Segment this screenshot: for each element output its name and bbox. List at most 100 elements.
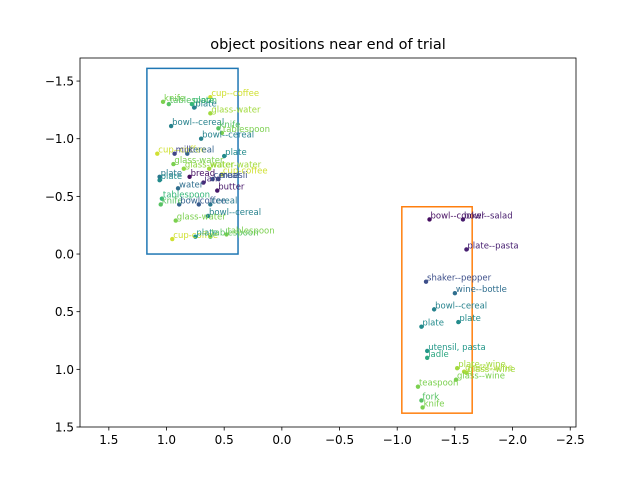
point-label: plate--pasta (467, 241, 518, 251)
data-point (224, 232, 229, 237)
data-point (219, 130, 225, 136)
data-point (201, 180, 206, 185)
data-point (166, 101, 172, 107)
point-label: knife (424, 399, 445, 409)
data-point (196, 202, 202, 207)
y-tick-label: −1.5 (45, 75, 74, 89)
x-tick-label: 1.0 (157, 433, 176, 447)
point-label: glass-water (174, 156, 224, 166)
data-point (208, 234, 213, 239)
data-point (185, 151, 190, 156)
data-point (206, 166, 212, 171)
point-label: cereal (214, 171, 240, 181)
point-label: bowl (180, 196, 200, 206)
data-point (216, 126, 221, 131)
data-points (155, 95, 469, 410)
point-label: plate (195, 100, 217, 110)
point-label: cup-coffee (173, 231, 218, 241)
data-point (464, 247, 469, 252)
point-label: bowl--cereal (435, 301, 487, 311)
data-point (193, 234, 198, 239)
point-label: glass-water (211, 105, 261, 115)
x-tick-label: −1.5 (440, 433, 469, 447)
data-point (157, 178, 162, 183)
point-label: cup--coffee (158, 146, 206, 156)
point-label: cup--coffee (211, 89, 259, 99)
data-point (157, 174, 162, 179)
point-label: water-water (210, 161, 261, 171)
point-label: plate (422, 319, 444, 329)
data-point (420, 405, 425, 410)
data-point (210, 176, 215, 182)
point-label: glass--wine (467, 365, 515, 375)
plot-area: cup--coffeeknifetablespoonplateplateglas… (146, 67, 519, 414)
data-point (219, 172, 225, 177)
data-point (171, 161, 176, 167)
x-tick-label: −1.0 (383, 433, 412, 447)
data-point (172, 151, 177, 156)
data-point (215, 188, 220, 193)
data-point (419, 324, 424, 329)
point-label: plate (196, 229, 218, 239)
point-label: bowl--cereal (202, 131, 254, 141)
region-boxes (146, 67, 473, 414)
data-point (419, 398, 424, 403)
point-label: plate (193, 96, 215, 106)
data-point (460, 217, 466, 222)
x-axis-ticks: 1.5 1.0 0.5 0.0 −0.5 −1.0 −1.5 −2.0 −2.5 (99, 427, 585, 447)
data-point (160, 99, 166, 105)
data-point (208, 202, 213, 207)
x-tick-label: 0.0 (272, 433, 291, 447)
data-point (454, 365, 460, 371)
point-label: fork (422, 392, 439, 402)
right-region-box (401, 206, 473, 414)
x-tick-label: −2.5 (556, 433, 585, 447)
point-label: tablespoon (170, 96, 217, 106)
point-label: knife (219, 120, 240, 130)
data-point (427, 217, 432, 222)
data-point (453, 377, 459, 382)
data-point (205, 213, 211, 219)
data-point (208, 111, 213, 116)
y-tick-label: 1.0 (55, 363, 74, 377)
point-label: cup-coffee (223, 166, 268, 176)
point-label: muesli (219, 171, 247, 181)
point-label: bowl--cooker (431, 211, 486, 221)
point-label: glass--wine (457, 372, 505, 382)
point-label: tablespoon (227, 226, 274, 236)
x-tick-label: −0.5 (325, 433, 354, 447)
point-label: plate (225, 148, 247, 158)
point-label: plate (161, 169, 183, 179)
data-point (208, 95, 213, 100)
data-point (168, 123, 174, 129)
point-label: tablespoon (223, 125, 270, 135)
point-label: glass--wine (465, 364, 513, 374)
data-point (170, 236, 175, 242)
chart-title: object positions near end of trial (210, 37, 446, 53)
y-tick-label: 0.0 (55, 248, 74, 262)
data-point (425, 348, 430, 354)
point-labels: cup--coffeeknifetablespoonplateplateglas… (158, 89, 518, 409)
point-label: shaker--pepper (427, 274, 492, 284)
axes-frame (79, 57, 577, 428)
y-axis-ticks: −1.5 −1.0 −0.5 0.0 0.5 1.0 1.5 (45, 75, 80, 435)
point-label: teaspoon (419, 379, 458, 389)
point-label: butter (218, 183, 245, 193)
point-label: bowl--cereal (172, 118, 224, 128)
data-point (431, 307, 437, 312)
data-point (425, 355, 430, 361)
data-point (177, 202, 182, 207)
x-tick-label: 0.5 (215, 433, 234, 447)
data-point (423, 279, 429, 284)
point-label: tablespoon (211, 229, 258, 239)
point-label: coffee (200, 196, 226, 206)
point-label: cereal (211, 196, 237, 206)
point-label: jam (203, 175, 220, 185)
x-tick-label: 1.5 (99, 433, 118, 447)
data-point (191, 105, 197, 110)
point-label: utensil, pasta (428, 343, 485, 353)
data-point (216, 176, 221, 182)
point-label: bowl--cereal (209, 208, 261, 218)
left-region-box (146, 67, 239, 255)
